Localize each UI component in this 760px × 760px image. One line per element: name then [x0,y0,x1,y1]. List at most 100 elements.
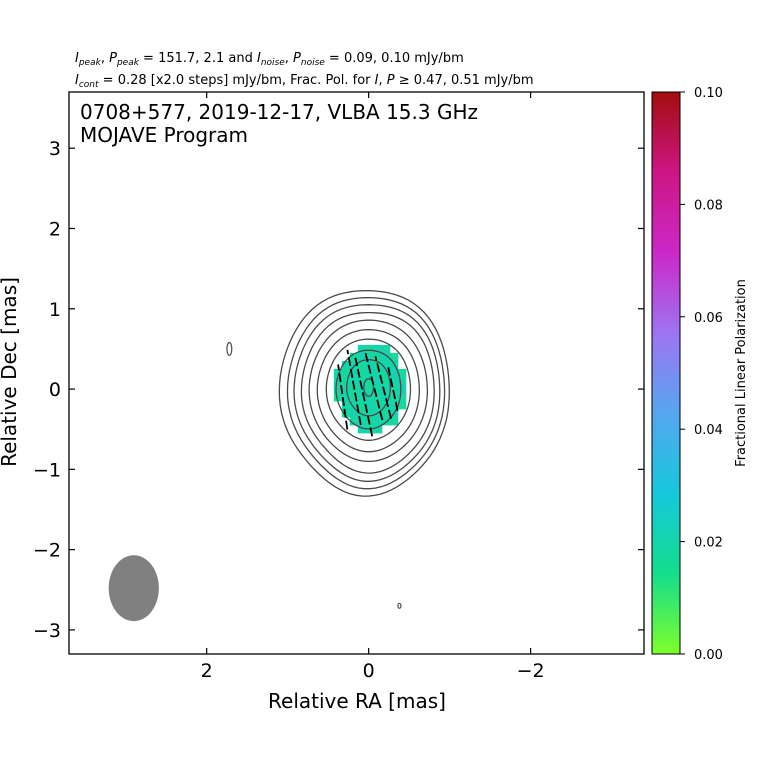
contour-level [308,319,429,463]
fracpol-pixel [389,368,399,378]
evpa-vector [354,357,374,437]
fracpol-pixel [349,408,359,418]
fracpol-pixel [397,400,407,410]
fracpol-pixel [357,376,367,386]
fracpol-pixel [397,368,407,378]
fracpol-pixel [381,416,391,426]
y-tick-label: 2 [49,218,61,240]
colorbar-ticks: 0.00 0.02 0.04 0.06 0.08 0.10 [680,86,723,663]
fracpol-pixel [381,352,391,362]
y-tick-label: 1 [49,299,61,321]
fracpol-pixel [349,368,359,378]
fracpol-pixel [365,384,375,394]
contour-level [286,297,446,490]
fracpol-pixel [381,368,391,378]
fracpol-pixel [397,384,407,394]
x-tick-label: −2 [517,660,545,682]
fracpol-pixel [357,416,367,426]
fracpol-pixel [381,376,391,386]
beam-ellipse [108,555,159,622]
noise-contour [226,341,233,356]
fracpol-pixel [373,424,383,434]
evpa-vector [337,364,349,430]
y-tick-label: 3 [49,138,61,160]
axis-ticks: 2 0 −2 3 2 1 0 −1 −2 −3 [33,92,644,682]
fracpol-pixel [349,400,359,410]
fracpol-pixel [365,360,375,370]
evpa-vector [374,356,392,419]
fracpol-pixel [373,384,383,394]
colorbar-tick-label: 0.10 [694,86,723,101]
x-tick-label: 2 [201,660,213,682]
fracpol-pixel [357,424,367,434]
fracpol-pixel [381,408,391,418]
fracpol-pixel [333,376,343,386]
fracpol-pixel [349,376,359,386]
fracpol-pixel [357,392,367,402]
fracpol-pixel [341,408,351,418]
y-tick-label: 0 [49,379,61,401]
fracpol-pixel [349,392,359,402]
y-axis-label: Relative Dec [mas] [0,277,21,467]
plot-frame [68,91,645,655]
fracpol-pixel [381,392,391,402]
fracpol-pixel [349,352,359,362]
fracpol-pixel [349,360,359,370]
fracpol-pixel [357,344,367,354]
x-axis-label: Relative RA [mas] [268,689,446,713]
fracpol-pixel [357,360,367,370]
evpa-vector [346,349,362,426]
fracpol-pixel [365,352,375,362]
fracpol-pixel [389,352,399,362]
fracpol-pixel [365,408,375,418]
fracpol-pixel [365,400,375,410]
colorbar-tick-label: 0.08 [694,198,723,213]
fracpol-pixel [373,368,383,378]
fracpol-pixel [373,416,383,426]
fracpol-pixel [333,384,343,394]
evpa-vector [387,367,399,411]
plot-layer [108,290,450,622]
fracpol-pixel [341,376,351,386]
colorbar-gradient [652,92,680,654]
noise-contour [397,602,402,609]
fracpol-pixel [341,368,351,378]
fracpol-pixel [333,392,343,402]
fracpol-pixel [365,416,375,426]
fracpol-pixel [341,392,351,402]
contour-level [300,311,435,474]
contour-level [363,378,375,398]
colorbar-tick-label: 0.00 [694,648,723,663]
fracpol-pixel [365,344,375,354]
fracpol-pixel [349,416,359,426]
colorbar-frame [651,91,681,655]
colorbar-label: Fractional Linear Polarization [734,279,749,467]
fracpol-pixel [397,376,407,386]
fracpol-pixel [389,376,399,386]
fracpol-pixel [341,400,351,410]
fracpol-pixel [333,368,343,378]
fracpol-pixel [365,392,375,402]
fracpol-pixel [373,376,383,386]
chart-title-line-2: MOJAVE Program [80,123,248,147]
fracpol-pixel [381,384,391,394]
fracpol-pixel [389,384,399,394]
colorbar-tick-label: 0.04 [694,423,723,438]
fracpol-pixel [373,392,383,402]
evpa-vectors [337,349,399,437]
contour-level [278,290,450,497]
contours [226,290,450,609]
y-tick-label: −2 [33,540,61,562]
contour-level [325,338,412,441]
fracpol-pixel [373,344,383,354]
fracpol-pixel [365,376,375,386]
fracpol-pixel [357,408,367,418]
fracpol-pixel [357,352,367,362]
contour-level [316,329,420,453]
contour-level [335,349,402,430]
fracpol-pixel [397,392,407,402]
x-tick-label: 0 [363,660,375,682]
y-tick-label: −3 [33,620,61,642]
fracpol-pixel [381,344,391,354]
